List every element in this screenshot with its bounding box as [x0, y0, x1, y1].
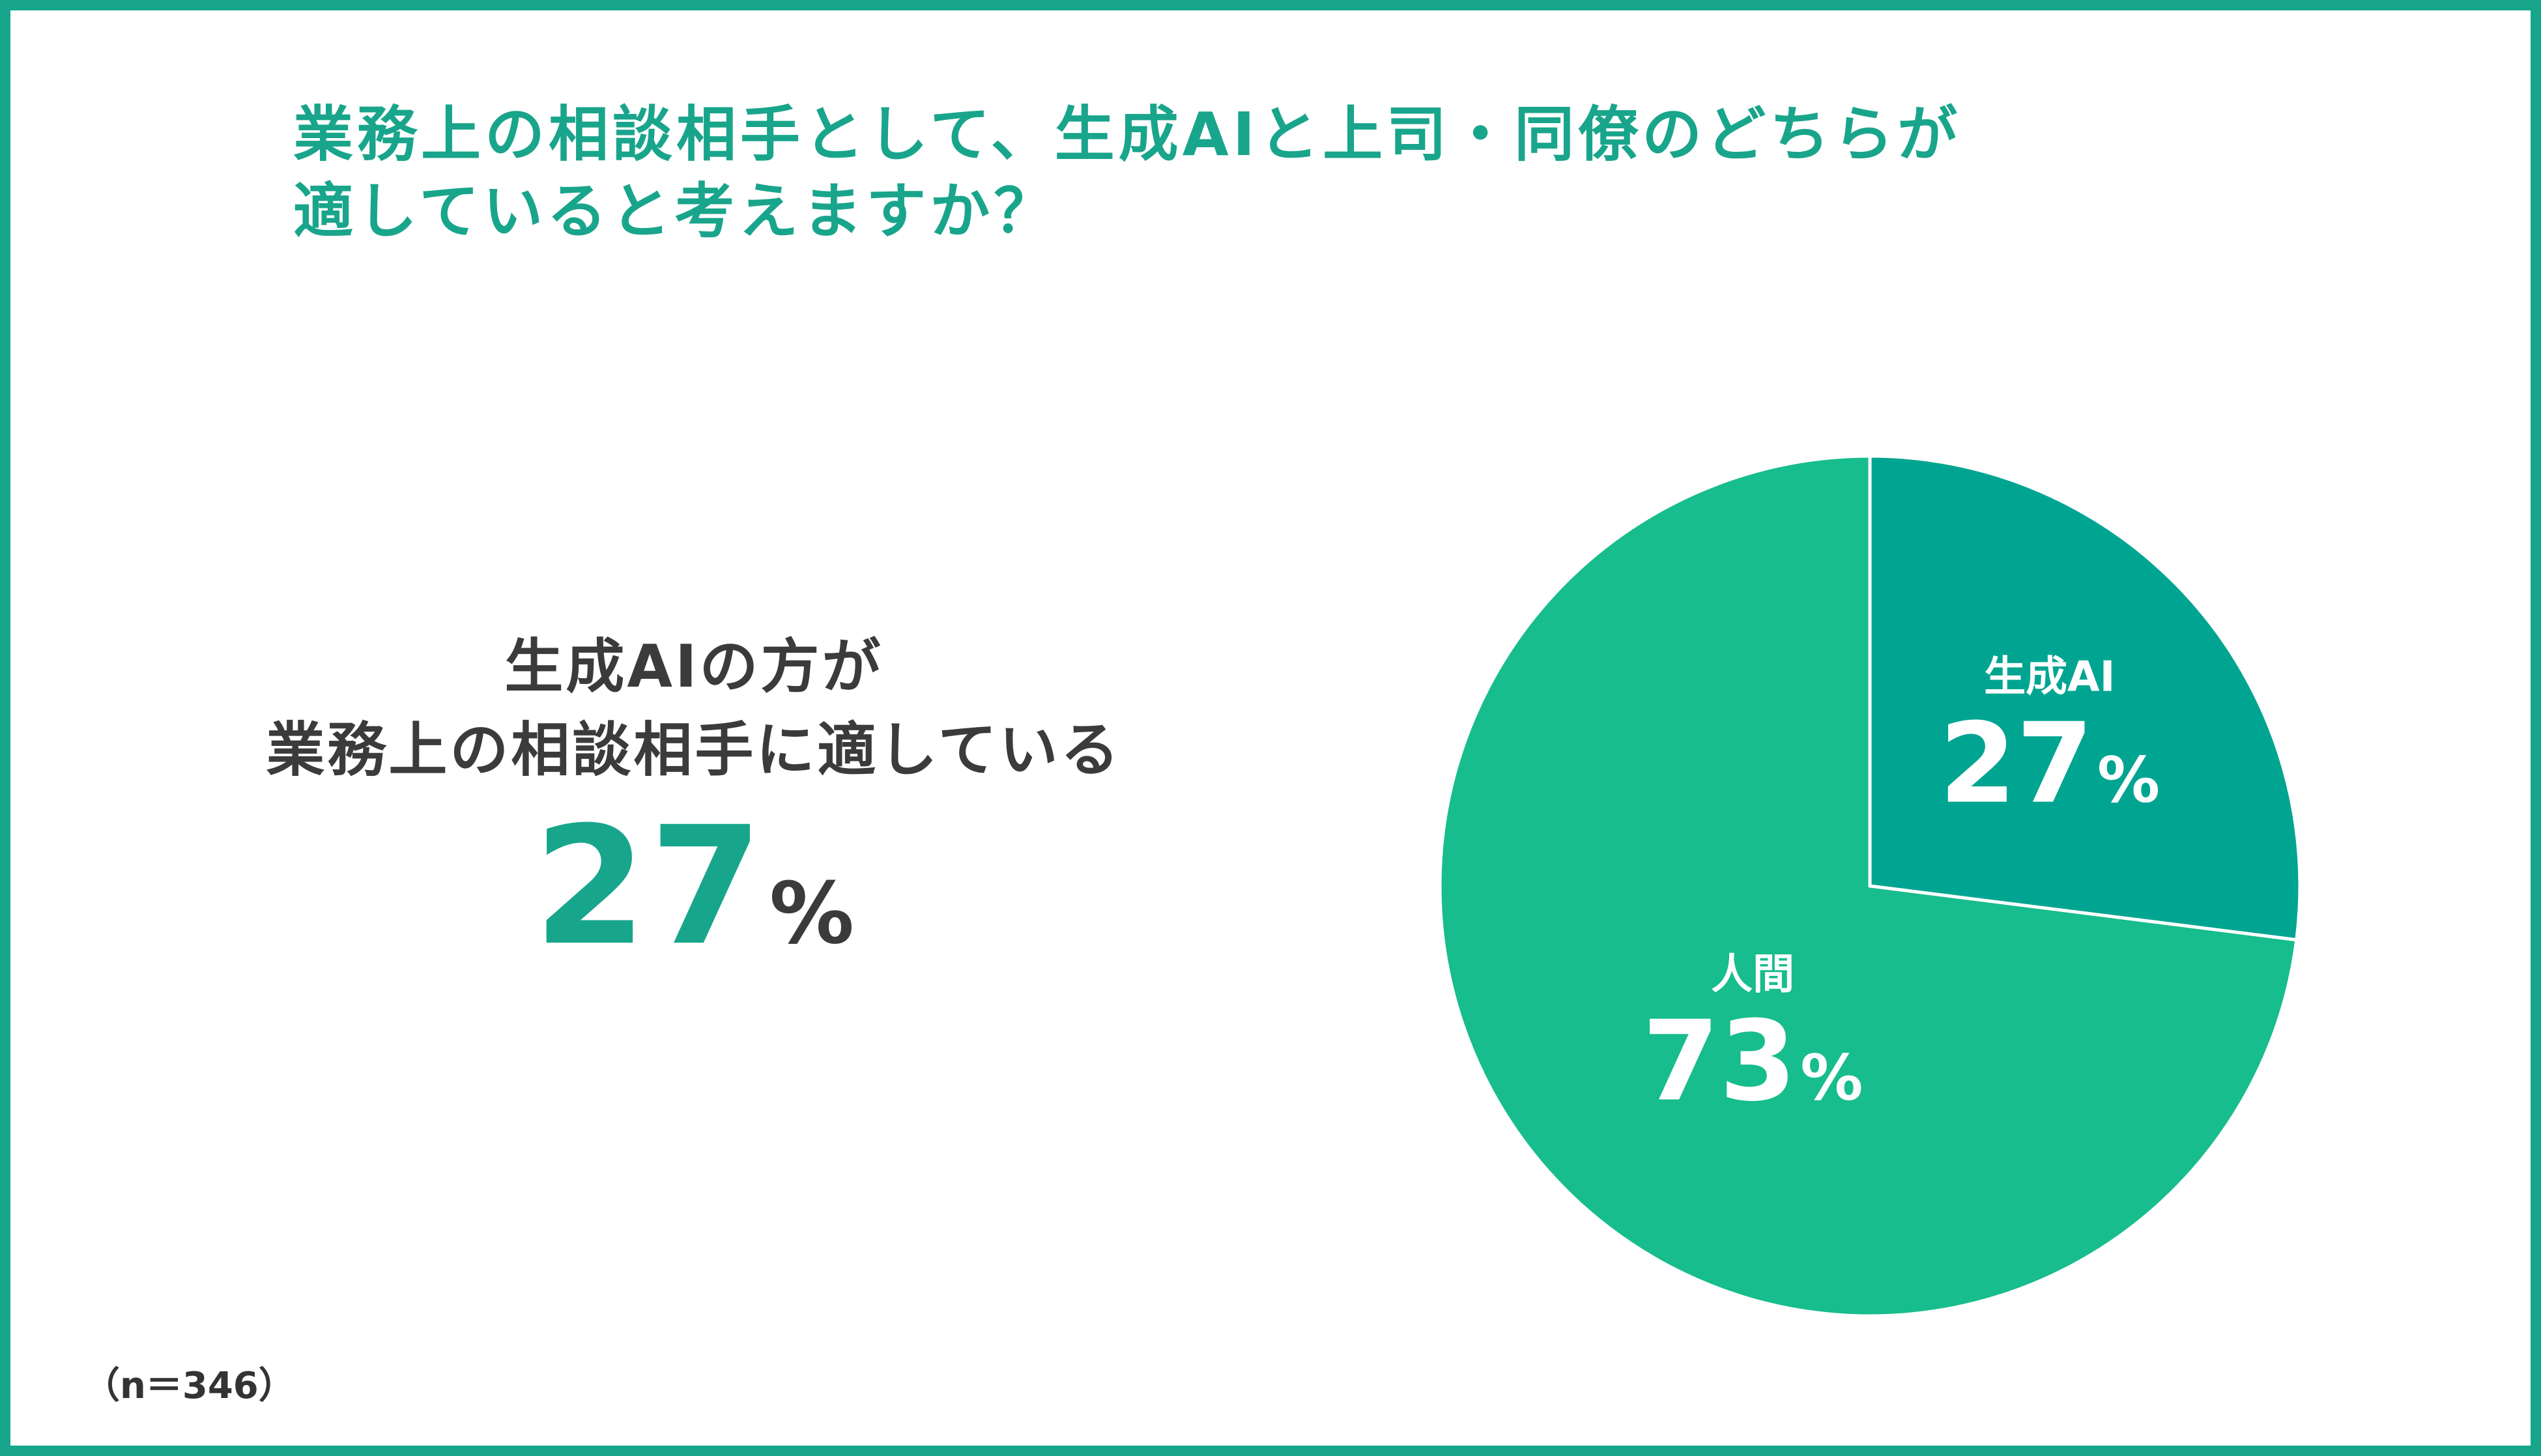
pie-slice-human	[1438, 454, 2299, 1318]
summary-value-unit: %	[769, 864, 855, 963]
pie-slices	[1438, 454, 2302, 1318]
pie-slice-ai	[1868, 454, 2302, 942]
summary-value-number: 27	[533, 792, 766, 981]
summary-callout: 生成AIの方が 業務上の相談相手に適している 27%	[156, 625, 1231, 968]
chart-title: 業務上の相談相手として、生成AIと上司・同僚のどちらが 適していると考えますか？	[293, 96, 2378, 250]
slice-label-name-ai: 生成AI	[1984, 653, 2115, 702]
sample-size-note: （n＝346）	[83, 1365, 295, 1407]
slice-label-name-human: 人間	[1711, 951, 1794, 999]
summary-line-2: 業務上の相談相手に適している	[266, 716, 1122, 784]
slice-label-value-human: 73%	[1643, 997, 1863, 1126]
chart-title-line-1: 業務上の相談相手として、生成AIと上司・同僚のどちらが	[293, 100, 1962, 169]
summary-line-1: 生成AIの方が	[504, 633, 883, 701]
slice-label-value-ai: 27%	[1939, 700, 2160, 829]
chart-title-line-2: 適していると考えますか？	[293, 177, 1058, 246]
summary-value: 27%	[156, 805, 1231, 968]
